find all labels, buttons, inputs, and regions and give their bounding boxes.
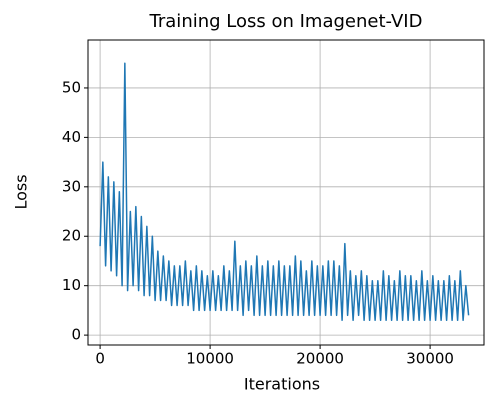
x-tick-label: 10000	[186, 350, 234, 368]
x-tick-label: 30000	[406, 350, 454, 368]
y-tick-label: 40	[62, 128, 81, 146]
x-axis-label: Iterations	[244, 375, 320, 394]
loss-line	[99, 62, 470, 322]
x-tick-label: 0	[95, 350, 105, 368]
y-tick-label: 10	[62, 276, 81, 294]
chart-title: Training Loss on Imagenet-VID	[149, 11, 423, 32]
x-tick-label: 20000	[296, 350, 344, 368]
y-tick-label: 30	[62, 177, 81, 195]
y-tick-label: 20	[62, 227, 81, 245]
y-axis-label: Loss	[12, 174, 31, 209]
y-tick-label: 50	[62, 78, 81, 96]
plot-frame	[87, 39, 485, 346]
y-tick-label: 0	[71, 326, 81, 344]
